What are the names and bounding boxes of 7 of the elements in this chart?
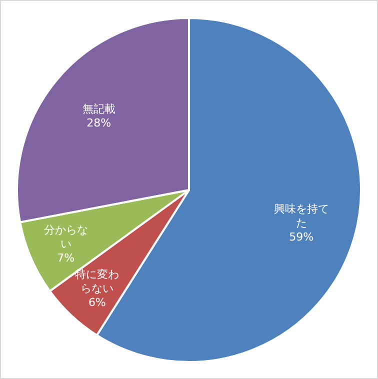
data-label: 59% xyxy=(289,230,314,244)
data-label: 7% xyxy=(57,251,75,264)
slice-label: 分からない xyxy=(44,223,88,250)
data-label: 6% xyxy=(88,296,106,309)
data-label: 28% xyxy=(86,116,112,130)
slice-label: 興味を持てた xyxy=(274,202,329,230)
slice-label: 無記載 xyxy=(82,102,116,116)
